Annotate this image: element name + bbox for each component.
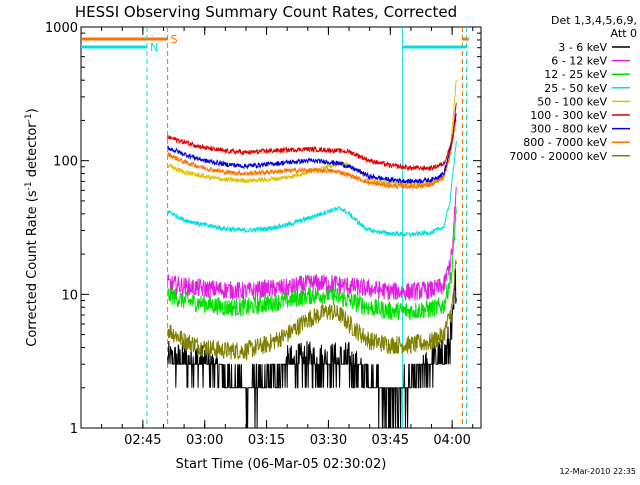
legend-header-line2: Att 0 [611, 27, 637, 40]
plot-area: 1000 100 10 1 02:45 03:00 03:15 03:30 03:45 04:00… [24, 21, 482, 472]
footer-timestamp: 12-Mar-2010 22:35 [560, 467, 637, 476]
legend-label: 100 - 300 keV [530, 109, 607, 122]
series-line-6 [167, 113, 457, 185]
x-tick-label: 03:00 [186, 433, 223, 448]
legend-label: 6 - 12 keV [551, 55, 607, 68]
y-tick-label: 100 [53, 155, 78, 170]
series-line-0 [167, 268, 457, 428]
marker-label-N: N [150, 41, 158, 54]
legend-label: 25 - 50 keV [544, 82, 607, 95]
series-line-2 [167, 206, 457, 321]
y-tick-label: 1000 [45, 21, 78, 36]
series-line-1 [167, 186, 457, 301]
y-tick-label: 1 [70, 422, 78, 437]
y-axis-label: Corrected Count Rate (s-1 detector-1) [24, 108, 40, 346]
y-axis-label-part: detector [25, 122, 40, 182]
x-tick-label: 03:45 [372, 433, 409, 448]
y-axis-label-part: ) [25, 108, 40, 113]
y-axis-label-superscript: -1 [24, 113, 34, 122]
series-line-3 [167, 140, 457, 238]
y-axis-label-part: Corrected Count Rate (s [25, 190, 40, 347]
series-line-5 [167, 103, 457, 173]
plot-frame [80, 26, 482, 429]
x-tick-label: 03:30 [310, 433, 347, 448]
series-line-8 [167, 259, 457, 362]
series-group [81, 27, 469, 428]
legend-label: 12 - 25 keV [544, 68, 607, 81]
legend-label: 3 - 6 keV [558, 41, 607, 54]
x-tick-label: 03:15 [248, 433, 285, 448]
x-tick-label: 02:45 [124, 433, 161, 448]
legend-label: 300 - 800 keV [530, 123, 607, 136]
legend-header-line1: Det 1,3,4,5,6,9, [551, 14, 637, 27]
x-axis-label: Start Time (06-Mar-05 02:30:02) [176, 457, 387, 472]
marker-label-S: S [171, 33, 178, 46]
series-line-7 [167, 119, 457, 190]
chart-title: HESSI Observing Summary Count Rates, Cor… [75, 3, 457, 21]
y-tick-label: 10 [61, 288, 78, 303]
x-tick-label: 04:00 [433, 433, 470, 448]
legend-label: 50 - 100 keV [537, 95, 607, 108]
y-axis-label-superscript: -1 [24, 181, 34, 190]
legend-label: 7000 - 20000 keV [509, 150, 607, 163]
legend-label: 800 - 7000 keV [523, 136, 607, 149]
